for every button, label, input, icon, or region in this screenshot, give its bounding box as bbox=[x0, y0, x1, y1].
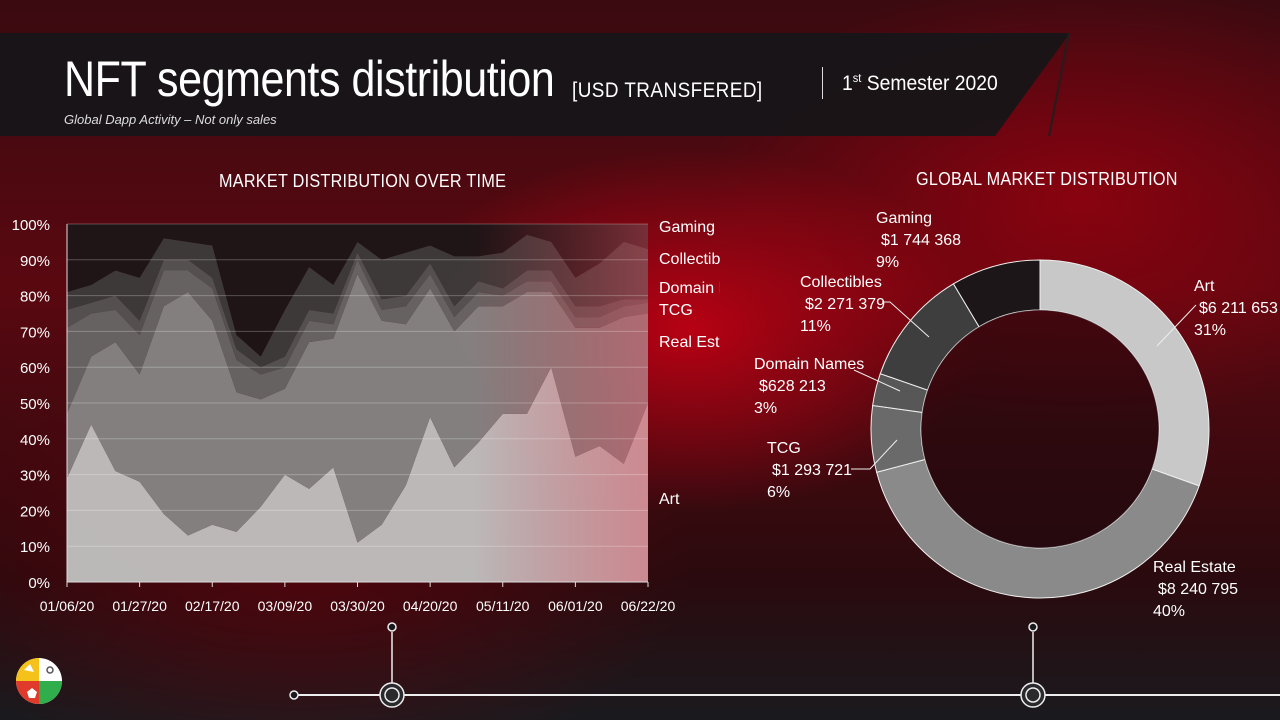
y-tick-label: 90% bbox=[20, 253, 50, 270]
donut-label-amount: $8 240 795 bbox=[1158, 581, 1238, 598]
timeline-stem-right-dot bbox=[1028, 622, 1038, 632]
x-tick-label: 06/01/20 bbox=[548, 598, 603, 614]
timeline-node-left-outer bbox=[379, 682, 405, 708]
y-tick-label: 100% bbox=[12, 217, 50, 234]
donut-label-name: Real Estate bbox=[1153, 559, 1236, 576]
header-band bbox=[0, 33, 1070, 136]
y-tick-label: 60% bbox=[20, 360, 50, 377]
timeline-line bbox=[295, 694, 1280, 696]
donut-label-amount: $1 293 721 bbox=[772, 462, 852, 479]
x-tick-label: 03/09/20 bbox=[258, 598, 313, 614]
period-label: 1st Semester 2020 bbox=[842, 71, 998, 96]
timeline-stem-left-dot bbox=[387, 622, 397, 632]
series-label-real-estate: Real Estate bbox=[659, 334, 720, 351]
donut-label-name: TCG bbox=[767, 440, 801, 457]
x-tick-label: 01/27/20 bbox=[112, 598, 167, 614]
y-tick-label: 20% bbox=[20, 503, 50, 520]
unit-tag: [USD TRANSFERED] bbox=[572, 79, 763, 102]
timeline-start-dot bbox=[289, 690, 299, 700]
donut-label-amount: $6 211 653 bbox=[1199, 300, 1278, 317]
right-section-title: GLOBAL MARKET DISTRIBUTION bbox=[916, 169, 1178, 189]
donut-hole bbox=[921, 310, 1159, 548]
donut-label-percent: 31% bbox=[1194, 322, 1226, 339]
plot-tint-overlay bbox=[67, 224, 648, 582]
y-tick-label: 80% bbox=[20, 289, 50, 306]
x-tick-label: 02/17/20 bbox=[185, 598, 240, 614]
timeline-node-right-outer bbox=[1020, 682, 1046, 708]
donut-label-percent: 6% bbox=[767, 484, 790, 501]
timeline-node-left-inner bbox=[384, 687, 400, 703]
leader-collectibles bbox=[882, 301, 930, 338]
timeline-node-right-inner bbox=[1025, 687, 1041, 703]
donut-label-collectibles: Collectibles $2 271 379 11% bbox=[800, 274, 885, 335]
header-divider bbox=[822, 67, 823, 99]
page-title: NFT segments distribution bbox=[64, 51, 555, 107]
leader-art bbox=[1156, 304, 1197, 347]
donut-label-amount: $1 744 368 bbox=[881, 232, 961, 249]
donut-label-domain-names: Domain Names $628 213 3% bbox=[754, 356, 864, 417]
page-subtitle: Global Dapp Activity – Not only sales bbox=[64, 112, 277, 127]
donut-label-percent: 9% bbox=[876, 254, 899, 271]
x-tick-label: 03/30/20 bbox=[330, 598, 385, 614]
donut-label-name: Gaming bbox=[876, 210, 932, 227]
donut-label-percent: 40% bbox=[1153, 603, 1185, 620]
donut-label-name: Domain Names bbox=[754, 356, 864, 373]
y-tick-label: 30% bbox=[20, 468, 50, 485]
stacked-area-chart: 0% 10% 20% 30% 40% 50% 60% 70% 80% 90% 100% 01/06/2… bbox=[12, 217, 720, 614]
x-tick-label: 04/20/20 bbox=[403, 598, 458, 614]
y-tick-label: 40% bbox=[20, 432, 50, 449]
series-label-collectibles: Collectibles bbox=[659, 251, 720, 268]
donut-label-gaming: Gaming $1 744 368 9% bbox=[876, 210, 961, 271]
x-tick-label: 06/22/20 bbox=[621, 598, 676, 614]
title-block: NFT segments distribution bbox=[64, 50, 634, 108]
donut-label-art: Art $6 211 653 31% bbox=[1194, 278, 1278, 339]
donut-label-percent: 11% bbox=[800, 318, 831, 335]
period-suffix: st bbox=[852, 71, 862, 85]
donut-label-real-estate: Real Estate $8 240 795 40% bbox=[1153, 559, 1238, 620]
donut-label-amount: $2 271 379 bbox=[805, 296, 885, 313]
period-rest: Semester 2020 bbox=[861, 72, 998, 95]
brand-logo bbox=[16, 658, 62, 704]
donut-label-percent: 3% bbox=[754, 400, 777, 417]
series-label-art: Art bbox=[659, 491, 680, 508]
donut-label-name: Art bbox=[1194, 278, 1215, 295]
leader-domain-names bbox=[853, 369, 901, 392]
series-label-domain-names: Domain Names bbox=[659, 280, 720, 297]
series-label-gaming: Gaming bbox=[659, 219, 715, 236]
leader-tcg bbox=[851, 439, 898, 470]
x-tick-label: 05/11/20 bbox=[476, 598, 530, 614]
series-label-tcg: TCG bbox=[659, 302, 693, 319]
y-tick-label: 0% bbox=[28, 575, 50, 592]
left-section-title: MARKET DISTRIBUTION OVER TIME bbox=[219, 171, 507, 191]
donut-label-tcg: TCG $1 293 721 6% bbox=[767, 440, 852, 501]
y-tick-label: 10% bbox=[20, 539, 50, 556]
donut-label-name: Collectibles bbox=[800, 274, 882, 291]
donut-label-amount: $628 213 bbox=[759, 378, 826, 395]
y-tick-label: 70% bbox=[20, 324, 50, 341]
x-tick-label: 01/06/20 bbox=[40, 598, 95, 614]
period-ordinal: 1 bbox=[842, 72, 853, 95]
y-tick-label: 50% bbox=[20, 396, 50, 413]
